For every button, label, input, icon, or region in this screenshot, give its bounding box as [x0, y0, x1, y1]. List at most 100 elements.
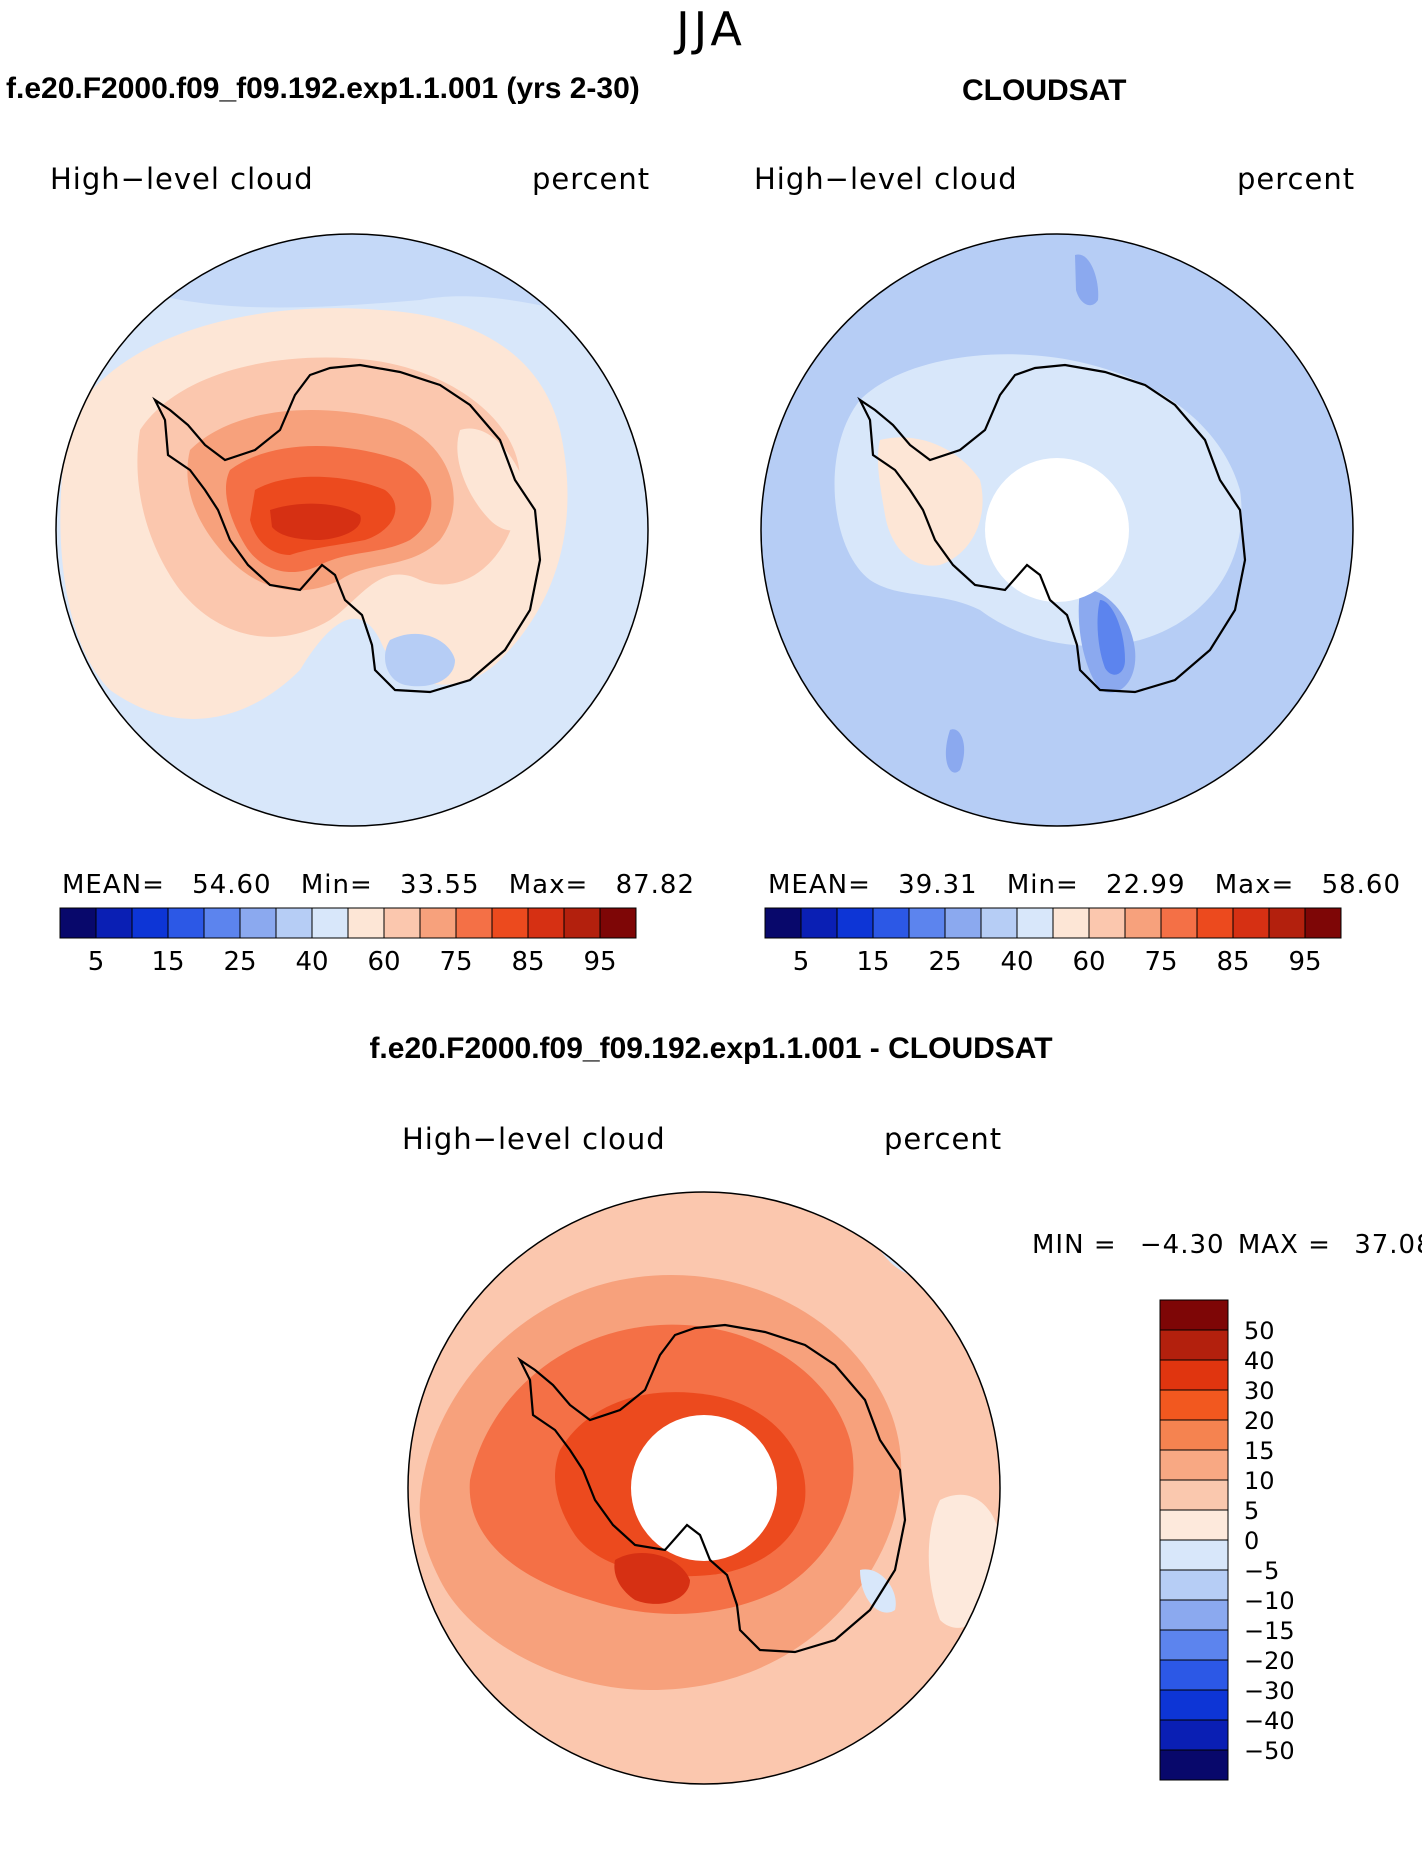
diff-colorbar-swatch	[1159, 1449, 1229, 1481]
obs-stats: MEAN= 39.31 Min= 22.99 Max= 58.60	[768, 870, 1401, 900]
diff-colorbar-tick-label: −40	[1244, 1707, 1295, 1735]
model-colorbar-swatch	[311, 907, 349, 939]
obs-colorbar-swatch	[1016, 907, 1054, 939]
model-colorbar-tick-label: 95	[583, 947, 616, 977]
model-variable-label: High−level cloud	[50, 162, 314, 196]
diff-colorbar-tick-label: 10	[1244, 1467, 1275, 1495]
model-heading: f.e20.F2000.f09_f09.192.exp1.1.001 (yrs …	[6, 72, 640, 105]
model-colorbar-tick-label: 25	[223, 947, 256, 977]
obs-mean-value: 39.31	[898, 870, 978, 900]
diff-colorbar-tick-label: 15	[1244, 1437, 1275, 1465]
diff-colorbar-tick-label: 0	[1244, 1527, 1259, 1555]
diff-colorbar-tick-label: −30	[1244, 1677, 1295, 1705]
diff-colorbar-tick-label: 50	[1244, 1317, 1275, 1345]
diff-unit-label: percent	[884, 1122, 1003, 1156]
diff-max-label: MAX =	[1237, 1230, 1331, 1260]
diff-colorbar-tick-label: 20	[1244, 1407, 1275, 1435]
diff-colorbar-tick-label: −10	[1244, 1587, 1295, 1615]
obs-min-label: Min=	[1006, 870, 1079, 900]
obs-unit-label: percent	[1237, 162, 1356, 196]
model-colorbar-tick-label: 60	[367, 947, 400, 977]
model-colorbar-swatch	[455, 907, 493, 939]
obs-colorbar-swatch	[1268, 907, 1306, 939]
obs-max-label: Max=	[1214, 870, 1295, 900]
model-colorbar-swatch	[419, 907, 457, 939]
obs-colorbar-swatch	[1232, 907, 1270, 939]
model-colorbar-tick-label: 40	[295, 947, 328, 977]
model-unit-label: percent	[532, 162, 651, 196]
diff-colorbar-tick-label: −50	[1244, 1737, 1295, 1765]
diff-colorbar-swatch	[1159, 1719, 1229, 1751]
model-colorbar-swatch	[167, 907, 205, 939]
diff-colorbar-swatch	[1159, 1599, 1229, 1631]
model-colorbar-swatch	[239, 907, 277, 939]
obs-colorbar-swatch	[1088, 907, 1126, 939]
diff-colorbar-swatch	[1159, 1389, 1229, 1421]
obs-colorbar-tick-label: 15	[856, 947, 889, 977]
model-colorbar-swatch	[599, 907, 637, 939]
model-colorbar-swatch	[275, 907, 313, 939]
diff-colorbar-tick-label: 5	[1244, 1497, 1259, 1525]
obs-colorbar-swatch	[836, 907, 874, 939]
model-colorbar-tick-label: 15	[151, 947, 184, 977]
model-mean-label: MEAN=	[62, 870, 165, 900]
diff-colorbar-swatch	[1159, 1419, 1229, 1451]
model-max-label: Max=	[508, 870, 589, 900]
diff-colorbar-tick-label: 30	[1244, 1377, 1275, 1405]
model-min-value: 33.55	[400, 870, 480, 900]
obs-colorbar-swatch	[1196, 907, 1234, 939]
model-colorbar: 5 15 25 40 60 75 85 95	[59, 907, 637, 977]
model-colorbar-swatch	[491, 907, 529, 939]
diff-variable-label: High−level cloud	[402, 1122, 666, 1156]
diff-colorbar-swatch	[1159, 1569, 1229, 1601]
obs-colorbar-tick-label: 25	[928, 947, 961, 977]
obs-variable-label: High−level cloud	[754, 162, 1018, 196]
obs-colorbar-tick-label: 75	[1144, 947, 1177, 977]
diff-stats: MIN = −4.30 MAX = 37.08	[1032, 1230, 1422, 1260]
diff-colorbar-swatch	[1159, 1509, 1229, 1541]
diff-colorbar-swatch	[1159, 1359, 1229, 1391]
diff-colorbar-swatch	[1159, 1329, 1229, 1361]
diff-colorbar-tick-label: −5	[1244, 1557, 1279, 1585]
obs-colorbar-swatch	[980, 907, 1018, 939]
diff-colorbar-tick-label: 40	[1244, 1347, 1275, 1375]
diff-colorbar-swatch	[1159, 1479, 1229, 1511]
obs-colorbar-tick-label: 40	[1000, 947, 1033, 977]
obs-colorbar-tick-label: 60	[1072, 947, 1105, 977]
obs-colorbar: 5 15 25 40 60 75 85 95	[764, 907, 1342, 977]
season-title: JJA	[676, 2, 746, 56]
model-colorbar-swatch	[347, 907, 385, 939]
obs-colorbar-swatch	[1160, 907, 1198, 939]
model-min-label: Min=	[300, 870, 373, 900]
diff-colorbar-swatch	[1159, 1689, 1229, 1721]
diff-colorbar-swatch	[1159, 1749, 1229, 1781]
diff-colorbar-swatch	[1159, 1299, 1229, 1331]
obs-colorbar-swatch	[1304, 907, 1342, 939]
model-colorbar-swatch	[383, 907, 421, 939]
obs-mean-label: MEAN=	[768, 870, 871, 900]
obs-colorbar-swatch	[764, 907, 802, 939]
obs-colorbar-swatch	[800, 907, 838, 939]
model-colorbar-swatch	[563, 907, 601, 939]
obs-min-value: 22.99	[1106, 870, 1186, 900]
diff-min-value: −4.30	[1139, 1230, 1225, 1260]
obs-colorbar-tick-label: 85	[1216, 947, 1249, 977]
obs-colorbar-swatch	[1052, 907, 1090, 939]
obs-colorbar-swatch	[908, 907, 946, 939]
obs-colorbar-tick-label: 95	[1288, 947, 1321, 977]
model-mean-value: 54.60	[192, 870, 272, 900]
obs-colorbar-tick-label: 5	[793, 947, 810, 977]
obs-heading: CLOUDSAT	[962, 74, 1127, 107]
obs-max-value: 58.60	[1321, 870, 1401, 900]
model-colorbar-tick-label: 85	[511, 947, 544, 977]
model-stats: MEAN= 54.60 Min= 33.55 Max= 87.82	[62, 870, 695, 900]
obs-colorbar-swatch	[872, 907, 910, 939]
model-colorbar-tick-label: 75	[439, 947, 472, 977]
diff-colorbar-swatch	[1159, 1629, 1229, 1661]
model-max-value: 87.82	[615, 870, 695, 900]
diff-max-value: 37.08	[1354, 1230, 1422, 1260]
diff-colorbar-swatch	[1159, 1659, 1229, 1691]
model-colorbar-swatch	[203, 907, 241, 939]
obs-colorbar-swatch	[944, 907, 982, 939]
